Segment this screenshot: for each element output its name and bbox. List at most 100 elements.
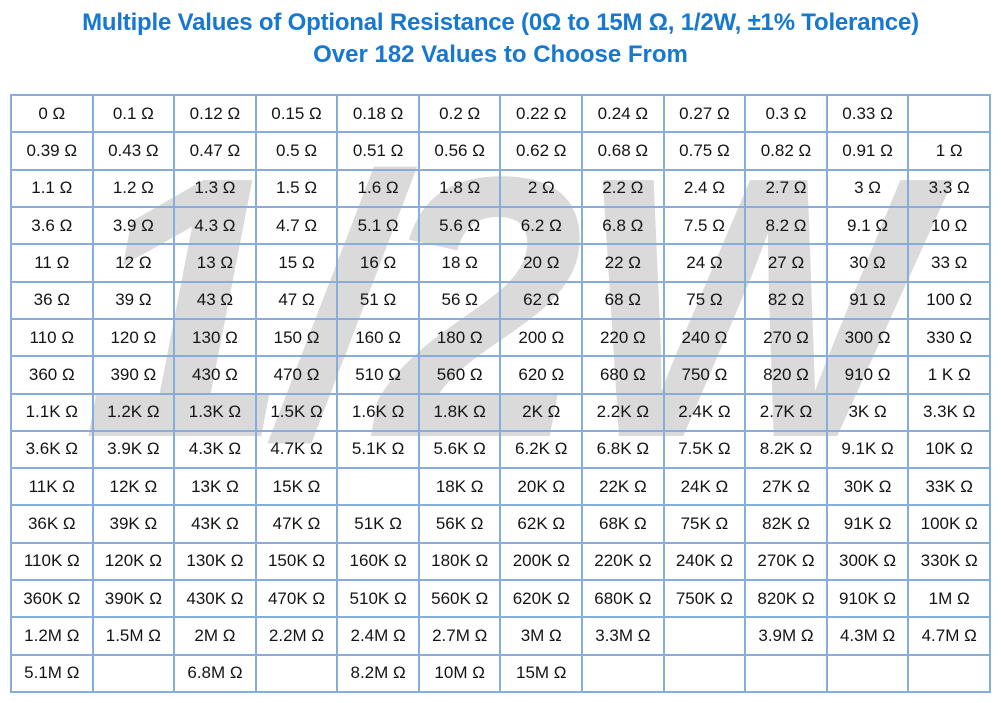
resistance-value-cell: 0.39 Ω [10, 131, 94, 171]
resistance-value-cell: 1.5K Ω [254, 392, 339, 432]
resistance-value-cell: 5.6 Ω [417, 205, 502, 246]
resistance-value-cell: 130 Ω [173, 317, 257, 358]
resistance-value-cell [336, 467, 420, 507]
resistance-value-cell: 51 Ω [336, 280, 420, 320]
resistance-value-cell: 12 Ω [91, 243, 176, 283]
resistance-value-cell: 6.2 Ω [499, 205, 584, 246]
resistance-value-cell: 3.3 Ω [907, 168, 991, 208]
resistance-value-cell: 43K Ω [173, 504, 257, 544]
resistance-value-cell: 200K Ω [499, 541, 584, 582]
resistance-value-cell: 47 Ω [254, 280, 339, 320]
resistance-value-cell: 2.7K Ω [744, 392, 828, 432]
resistance-value-cell: 360 Ω [10, 355, 94, 395]
resistance-value-cell: 30 Ω [825, 243, 910, 283]
table-row: 36 Ω 39 Ω 43 Ω 47 Ω 51 Ω 56 Ω 62 Ω 68 Ω 75 Ω 82 Ω… [10, 280, 991, 320]
resistance-value-cell: 7.5K Ω [662, 429, 747, 470]
resistance-value-cell: 24 Ω [662, 243, 747, 283]
resistance-value-cell: 2.7 Ω [744, 168, 828, 208]
resistance-value-cell: 6.2K Ω [499, 429, 584, 470]
resistance-value-cell: 18K Ω [417, 467, 502, 507]
table-row: 3.6 Ω 3.9 Ω 4.3 Ω 4.7 Ω 5.1 Ω 5.6 Ω 6.2 Ω 6.8 Ω… [10, 205, 991, 246]
resistance-value-cell: 0.2 Ω [417, 93, 502, 134]
resistance-value-cell: 11K Ω [10, 467, 94, 507]
resistance-value-cell: 560K Ω [417, 579, 502, 619]
resistance-value-cell: 0.33 Ω [825, 93, 910, 134]
table-row: 110K Ω 120K Ω 130K Ω 150K Ω 160K Ω 180K Ω 200K… [10, 541, 991, 582]
resistance-value-cell: 91 Ω [825, 280, 910, 320]
resistance-value-cell: 0.3 Ω [744, 93, 828, 134]
resistance-value-cell: 390K Ω [91, 579, 176, 619]
resistance-table-body: 0 Ω 0.1 Ω 0.12 Ω 0.15 Ω 0.18 Ω 0.2 Ω 0.22 Ω 0.2… [10, 93, 991, 694]
resistance-value-cell: 2 Ω [499, 168, 584, 208]
resistance-value-cell: 0.24 Ω [581, 93, 665, 134]
resistance-value-cell: 240 Ω [662, 317, 747, 358]
resistance-value-cell: 180K Ω [417, 541, 502, 582]
page-title: Multiple Values of Optional Resistance (… [82, 9, 919, 36]
resistance-value-cell: 68K Ω [581, 504, 665, 544]
page-subtitle: Over 182 Values to Choose From [313, 41, 688, 68]
resistance-value-cell: 8.2 Ω [744, 205, 828, 246]
resistance-value-cell: 13K Ω [173, 467, 257, 507]
resistance-value-cell: 1.5 Ω [254, 168, 339, 208]
resistance-value-cell: 160K Ω [336, 541, 420, 582]
resistance-value-cell: 620 Ω [499, 355, 584, 395]
resistance-value-cell: 6.8K Ω [581, 429, 665, 470]
resistance-value-cell: 160 Ω [336, 317, 420, 358]
resistance-value-cell: 100 Ω [907, 280, 991, 320]
resistance-value-cell: 12K Ω [91, 467, 176, 507]
resistance-value-cell: 15 Ω [254, 243, 339, 283]
resistance-value-cell: 2M Ω [173, 616, 257, 656]
resistance-value-cell: 110K Ω [10, 541, 94, 582]
resistance-value-cell: 3.6 Ω [10, 205, 94, 246]
resistance-value-cell: 4.3M Ω [825, 616, 910, 656]
resistance-value-cell: 47K Ω [254, 504, 339, 544]
resistance-value-cell: 470K Ω [254, 579, 339, 619]
resistance-value-cell: 300 Ω [825, 317, 910, 358]
table-row: 360K Ω 390K Ω 430K Ω 470K Ω 510K Ω 560K Ω 620K… [10, 579, 991, 619]
resistance-value-cell: 2.2 Ω [581, 168, 665, 208]
resistance-value-cell: 820 Ω [744, 355, 828, 395]
resistance-value-cell: 2.4K Ω [662, 392, 747, 432]
resistance-value-cell: 20 Ω [499, 243, 584, 283]
resistance-value-cell: 62 Ω [499, 280, 584, 320]
resistance-value-cell: 1.5M Ω [91, 616, 176, 656]
resistance-value-cell: 0.75 Ω [662, 131, 747, 171]
resistance-value-cell: 8.2K Ω [744, 429, 828, 470]
resistance-value-cell: 36 Ω [10, 280, 94, 320]
resistance-value-cell: 11 Ω [10, 243, 94, 283]
resistance-value-cell: 2.4M Ω [336, 616, 420, 656]
resistance-value-cell: 0.82 Ω [744, 131, 828, 171]
resistance-value-cell: 33 Ω [907, 243, 991, 283]
resistance-value-cell: 82 Ω [744, 280, 828, 320]
resistance-value-cell: 3.9M Ω [744, 616, 828, 656]
resistance-value-cell: 3.6K Ω [10, 429, 94, 470]
resistance-value-cell: 6.8 Ω [581, 205, 665, 246]
resistance-table-container: 0 Ω 0.1 Ω 0.12 Ω 0.15 Ω 0.18 Ω 0.2 Ω 0.22 Ω 0.2… [10, 93, 991, 694]
resistance-value-cell [662, 616, 747, 656]
resistance-value-cell: 6.8M Ω [173, 653, 257, 694]
resistance-value-cell: 4.7K Ω [254, 429, 339, 470]
resistance-value-cell: 1.3K Ω [173, 392, 257, 432]
resistance-value-cell: 3.9K Ω [91, 429, 176, 470]
resistance-value-cell: 0.27 Ω [662, 93, 747, 134]
resistance-value-cell: 3.9 Ω [91, 205, 176, 246]
resistance-value-cell: 1.8 Ω [417, 168, 502, 208]
resistance-value-cell: 4.7 Ω [254, 205, 339, 246]
resistance-value-cell [662, 653, 747, 694]
resistance-value-cell: 470 Ω [254, 355, 339, 395]
resistance-value-cell [91, 653, 176, 694]
resistance-value-cell: 10 Ω [907, 205, 991, 246]
resistance-value-cell: 68 Ω [581, 280, 665, 320]
resistance-value-cell: 15K Ω [254, 467, 339, 507]
resistance-value-cell: 430K Ω [173, 579, 257, 619]
resistance-value-cell: 1.1K Ω [10, 392, 94, 432]
resistance-value-cell: 910 Ω [825, 355, 910, 395]
table-row: 360 Ω 390 Ω 430 Ω 470 Ω 510 Ω 560 Ω 620 Ω 680 Ω… [10, 355, 991, 395]
resistance-value-cell: 22 Ω [581, 243, 665, 283]
resistance-value-cell: 240K Ω [662, 541, 747, 582]
resistance-value-cell: 0.91 Ω [825, 131, 910, 171]
table-row: 3.6K Ω 3.9K Ω 4.3K Ω 4.7K Ω 5.1K Ω 5.6K Ω 6.2K… [10, 429, 991, 470]
resistance-value-cell: 150K Ω [254, 541, 339, 582]
resistance-value-cell: 750K Ω [662, 579, 747, 619]
table-row: 110 Ω 120 Ω 130 Ω 150 Ω 160 Ω 180 Ω 200 Ω 220 Ω… [10, 317, 991, 358]
